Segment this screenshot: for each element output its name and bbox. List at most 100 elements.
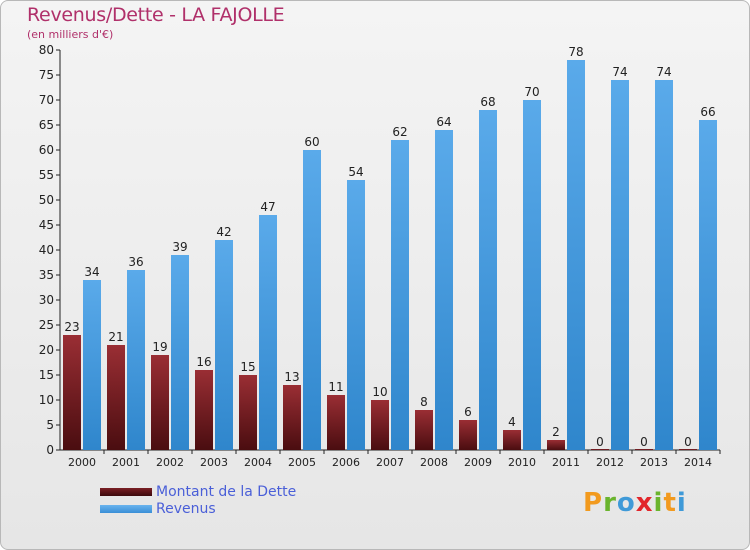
x-tick-label: 2000: [68, 456, 96, 469]
y-tick-label: 75: [39, 68, 54, 82]
x-tick-label: 2009: [464, 456, 492, 469]
data-label-dette: 4: [508, 415, 516, 429]
bar-revenus: [699, 120, 717, 450]
bar-dette: [63, 335, 81, 450]
bar-revenus: [523, 100, 541, 450]
data-label-revenus: 74: [656, 65, 671, 79]
logo-letter: o: [616, 488, 636, 518]
x-tick-label: 2012: [596, 456, 624, 469]
bar-dette: [503, 430, 521, 450]
data-label-revenus: 36: [128, 255, 143, 269]
y-tick-label: 65: [39, 118, 54, 132]
data-label-revenus: 74: [612, 65, 627, 79]
chart-subtitle: (en milliers d'€): [27, 28, 114, 41]
x-tick-label: 2002: [156, 456, 184, 469]
bar-revenus: [567, 60, 585, 450]
data-label-dette: 19: [152, 340, 167, 354]
y-tick-label: 15: [39, 368, 54, 382]
bar-revenus: [435, 130, 453, 450]
bar-revenus: [347, 180, 365, 450]
logo-letter: t: [663, 488, 677, 518]
x-tick-label: 2007: [376, 456, 404, 469]
bar-revenus: [303, 150, 321, 450]
data-label-dette: 13: [284, 370, 299, 384]
data-label-dette: 8: [420, 395, 428, 409]
data-label-revenus: 66: [700, 105, 715, 119]
data-label-dette: 10: [372, 385, 387, 399]
x-tick-label: 2010: [508, 456, 536, 469]
bar-revenus: [391, 140, 409, 450]
logo-letter: i: [676, 488, 687, 518]
bar-dette: [679, 449, 697, 450]
bar-dette: [195, 370, 213, 450]
data-label-revenus: 47: [260, 200, 275, 214]
logo-letter: i: [653, 488, 664, 518]
logo-letter: r: [603, 488, 617, 518]
data-label-dette: 0: [596, 435, 604, 449]
bar-revenus: [655, 80, 673, 450]
bar-dette: [107, 345, 125, 450]
bar-revenus: [259, 215, 277, 450]
x-tick-label: 2014: [684, 456, 712, 469]
logo-letter: P: [583, 488, 604, 518]
x-tick-label: 2001: [112, 456, 140, 469]
bar-dette: [239, 375, 257, 450]
data-label-dette: 23: [64, 320, 79, 334]
data-label-revenus: 42: [216, 225, 231, 239]
data-label-revenus: 62: [392, 125, 407, 139]
data-label-dette: 21: [108, 330, 123, 344]
y-tick-label: 5: [46, 418, 54, 432]
y-tick-label: 60: [39, 143, 54, 157]
data-label-dette: 16: [196, 355, 211, 369]
y-tick-label: 0: [46, 443, 54, 457]
y-tick-label: 35: [39, 268, 54, 282]
bar-revenus: [611, 80, 629, 450]
bar-dette: [459, 420, 477, 450]
data-label-dette: 0: [684, 435, 692, 449]
logo-letter: x: [635, 488, 654, 518]
bar-dette: [371, 400, 389, 450]
data-label-dette: 2: [552, 425, 560, 439]
x-tick-label: 2008: [420, 456, 448, 469]
data-label-revenus: 78: [568, 45, 583, 59]
chart-title: Revenus/Dette - LA FAJOLLE: [27, 4, 285, 26]
y-tick-label: 70: [39, 93, 54, 107]
data-label-dette: 11: [328, 380, 343, 394]
data-label-revenus: 70: [524, 85, 539, 99]
y-tick-label: 25: [39, 318, 54, 332]
y-tick-label: 50: [39, 193, 54, 207]
proxiti-logo: Proxiti: [583, 488, 687, 518]
data-label-revenus: 64: [436, 115, 451, 129]
bar-dette: [547, 440, 565, 450]
legend-label-revenus: Revenus: [156, 501, 216, 517]
x-tick-label: 2006: [332, 456, 360, 469]
x-tick-label: 2013: [640, 456, 668, 469]
y-tick-label: 10: [39, 393, 54, 407]
data-label-revenus: 60: [304, 135, 319, 149]
bar-revenus: [215, 240, 233, 450]
bar-dette: [415, 410, 433, 450]
y-tick-label: 45: [39, 218, 54, 232]
data-label-revenus: 34: [84, 265, 99, 279]
bar-dette: [591, 449, 609, 450]
bar-revenus: [171, 255, 189, 450]
legend-swatch-dette: [100, 488, 152, 496]
bar-dette: [635, 449, 653, 450]
bar-dette: [151, 355, 169, 450]
x-tick-label: 2005: [288, 456, 316, 469]
data-label-dette: 6: [464, 405, 472, 419]
legend-swatch-revenus: [100, 505, 152, 513]
data-label-revenus: 39: [172, 240, 187, 254]
x-tick-label: 2011: [552, 456, 580, 469]
y-tick-label: 80: [39, 43, 54, 57]
x-tick-label: 2004: [244, 456, 272, 469]
data-label-dette: 0: [640, 435, 648, 449]
bar-dette: [327, 395, 345, 450]
bar-revenus: [479, 110, 497, 450]
x-tick-label: 2003: [200, 456, 228, 469]
y-tick-label: 40: [39, 243, 54, 257]
bar-revenus: [83, 280, 101, 450]
data-label-dette: 15: [240, 360, 255, 374]
legend-label-dette: Montant de la Dette: [156, 484, 297, 500]
